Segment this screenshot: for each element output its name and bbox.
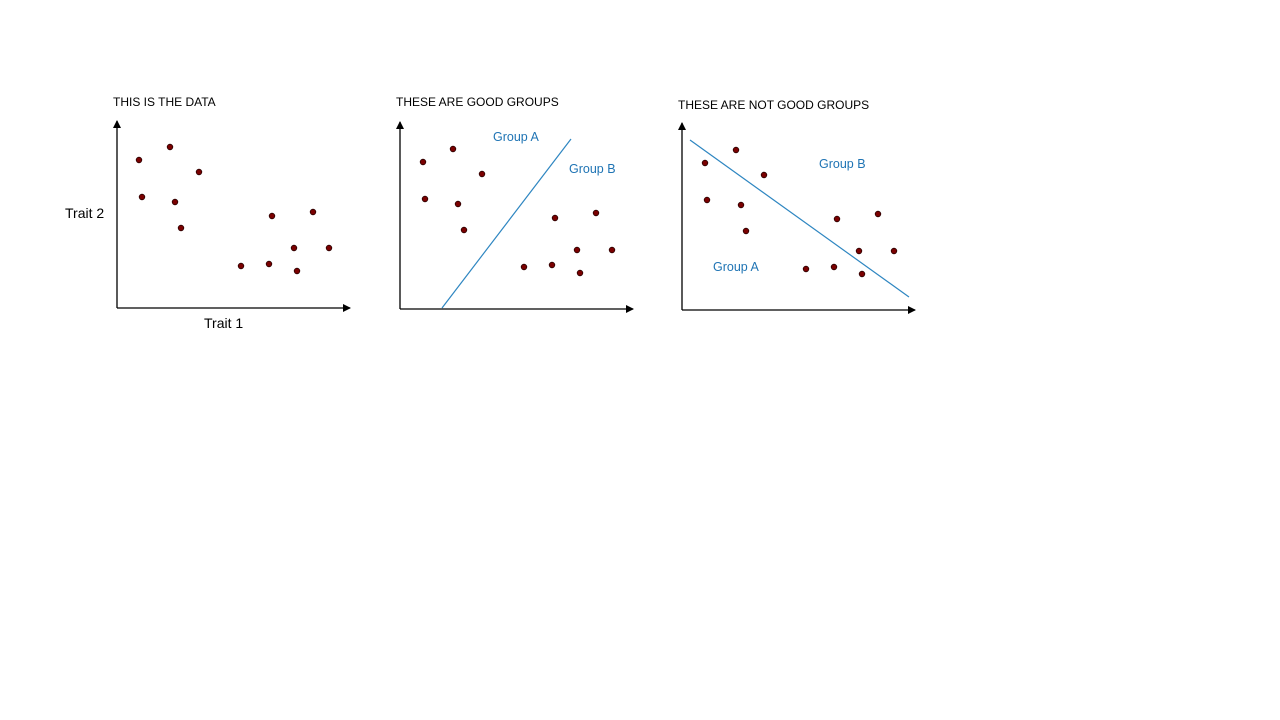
panel-3-title: THESE ARE NOT GOOD GROUPS — [678, 98, 870, 112]
panel-3-data-point — [732, 146, 740, 154]
panel-1-points — [135, 143, 333, 275]
panel-1-data-point — [325, 244, 333, 252]
panel-2-divider-line — [441, 138, 572, 309]
panel-3-data-point — [830, 263, 838, 271]
panel-1-data-point — [309, 208, 317, 216]
panel-3-points — [701, 146, 898, 278]
panel-2-title: THESE ARE GOOD GROUPS — [396, 95, 559, 109]
panel-3-group-b-label: Group B — [819, 157, 866, 171]
panel-2-data-point — [576, 269, 584, 277]
panel-2-group-a-label: Group A — [493, 130, 539, 144]
panel-2-data-point — [449, 145, 457, 153]
panel-2-data-point — [548, 261, 556, 269]
panel-3-data-point — [737, 201, 745, 209]
panel-2-data-point — [551, 214, 559, 222]
panel-1-data-point — [138, 193, 146, 201]
panel-1-data-point — [135, 156, 143, 164]
panel-2-data-point — [478, 170, 486, 178]
panel-3-data-point — [742, 227, 750, 235]
panel-1-data-point — [293, 267, 301, 275]
panel-3-data-point — [858, 270, 866, 278]
panel-1-data-point — [171, 198, 179, 206]
panel-3-data-point — [874, 210, 882, 218]
panel-3-data-point — [703, 196, 711, 204]
panel-2-data-point — [460, 226, 468, 234]
y-axis-label: Trait 2 — [65, 205, 105, 221]
panel-3-data-point — [760, 171, 768, 179]
panel-3-divider-line — [689, 139, 910, 298]
panel-2-data-point — [520, 263, 528, 271]
panel-2-data-point — [419, 158, 427, 166]
panel-2-data-point — [454, 200, 462, 208]
panel-1-data-point — [195, 168, 203, 176]
panel-3-data-point — [855, 247, 863, 255]
panel-3-group-a-label: Group A — [713, 260, 759, 274]
panel-1-data-point — [268, 212, 276, 220]
panel-2-axes — [396, 121, 634, 313]
panel-2-data-point — [608, 246, 616, 254]
panel-3-data-point — [802, 265, 810, 273]
panel-2-data-point — [592, 209, 600, 217]
panel-1-data-point — [265, 260, 273, 268]
panel-2-data-point — [573, 246, 581, 254]
panel-2-points — [419, 145, 616, 277]
panel-1-data-point — [177, 224, 185, 232]
panel-2-group-b-label: Group B — [569, 162, 616, 176]
panel-1-data-point — [166, 143, 174, 151]
panel-1-data-point — [290, 244, 298, 252]
panel-3-data-point — [701, 159, 709, 167]
panel-3-data-point — [833, 215, 841, 223]
panel-1-data-point — [237, 262, 245, 270]
panel-3-axes — [678, 122, 916, 314]
panel-3-data-point — [890, 247, 898, 255]
x-axis-label: Trait 1 — [204, 315, 244, 331]
panel-1-axes — [113, 120, 351, 312]
panel-1-title: THIS IS THE DATA — [113, 95, 216, 109]
panel-2-data-point — [421, 195, 429, 203]
